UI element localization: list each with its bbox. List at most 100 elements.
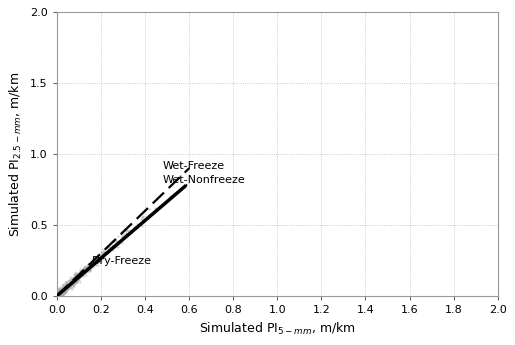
Point (97, 255, 105, 260)
Point (64, 286, 73, 291)
Point (85, 263, 93, 268)
Point (81, 267, 89, 273)
Point (127, 230, 135, 236)
Point (55, 293, 63, 299)
Point (73, 276, 81, 282)
Point (55, 290, 63, 296)
Point (99, 253, 107, 259)
Point (54, 293, 62, 299)
Point (56, 290, 64, 296)
Point (74, 274, 82, 280)
Point (57, 288, 65, 294)
Point (75, 272, 83, 277)
Point (70, 276, 78, 281)
Point (65, 278, 74, 284)
Point (55, 287, 63, 293)
Point (111, 244, 119, 249)
Point (63, 285, 71, 290)
Point (77, 273, 85, 278)
Point (68, 282, 76, 287)
Point (57, 289, 65, 295)
Point (60, 288, 68, 293)
Point (59, 285, 67, 290)
Point (118, 235, 127, 240)
Point (139, 223, 147, 229)
Point (63, 283, 72, 289)
Point (55, 290, 63, 296)
Point (63, 284, 72, 289)
Point (56, 288, 64, 294)
Point (91, 258, 99, 264)
Point (61, 290, 69, 296)
Point (72, 279, 80, 285)
Point (71, 276, 79, 282)
Point (81, 264, 90, 270)
Point (61, 284, 70, 289)
Point (57, 290, 65, 295)
Point (74, 272, 82, 278)
Point (54, 292, 62, 297)
Point (64, 284, 72, 290)
Point (65, 280, 74, 286)
Point (66, 282, 75, 288)
Point (72, 275, 80, 281)
Point (62, 288, 70, 294)
Point (59, 285, 67, 290)
Point (61, 281, 69, 287)
Point (71, 278, 79, 283)
Point (70, 276, 78, 282)
Point (63, 284, 72, 289)
Point (67, 286, 75, 291)
Point (76, 268, 84, 274)
Point (68, 279, 76, 285)
Point (58, 287, 66, 293)
Point (59, 288, 67, 293)
Point (61, 282, 70, 287)
Point (74, 275, 82, 280)
Point (72, 278, 80, 283)
Point (59, 285, 67, 291)
Point (74, 275, 82, 281)
Point (100, 253, 108, 258)
Point (60, 285, 68, 291)
Point (55, 292, 63, 298)
Point (72, 277, 80, 283)
Point (89, 260, 97, 265)
Point (67, 282, 75, 287)
Point (76, 269, 84, 275)
Point (87, 262, 95, 268)
Point (60, 286, 68, 292)
Point (58, 288, 66, 294)
Point (57, 293, 65, 299)
Point (167, 196, 176, 201)
Point (118, 240, 126, 246)
Point (57, 289, 65, 295)
Point (68, 277, 76, 282)
Point (56, 292, 64, 297)
Point (63, 285, 71, 290)
Point (144, 212, 152, 218)
Point (72, 276, 80, 281)
Point (82, 264, 90, 270)
Point (56, 290, 64, 296)
Point (57, 290, 65, 296)
Point (62, 279, 70, 285)
Point (55, 293, 63, 299)
Point (77, 271, 85, 277)
Point (74, 274, 82, 279)
Point (54, 293, 62, 299)
Point (73, 273, 81, 278)
Point (112, 239, 120, 244)
Point (66, 280, 75, 286)
Point (70, 272, 78, 278)
Point (112, 243, 120, 248)
Point (72, 278, 80, 284)
Point (57, 285, 65, 290)
Point (67, 280, 76, 285)
Point (62, 284, 71, 290)
Point (114, 242, 122, 248)
Point (74, 272, 82, 277)
Point (94, 254, 102, 259)
Point (60, 290, 68, 296)
Point (56, 290, 64, 296)
